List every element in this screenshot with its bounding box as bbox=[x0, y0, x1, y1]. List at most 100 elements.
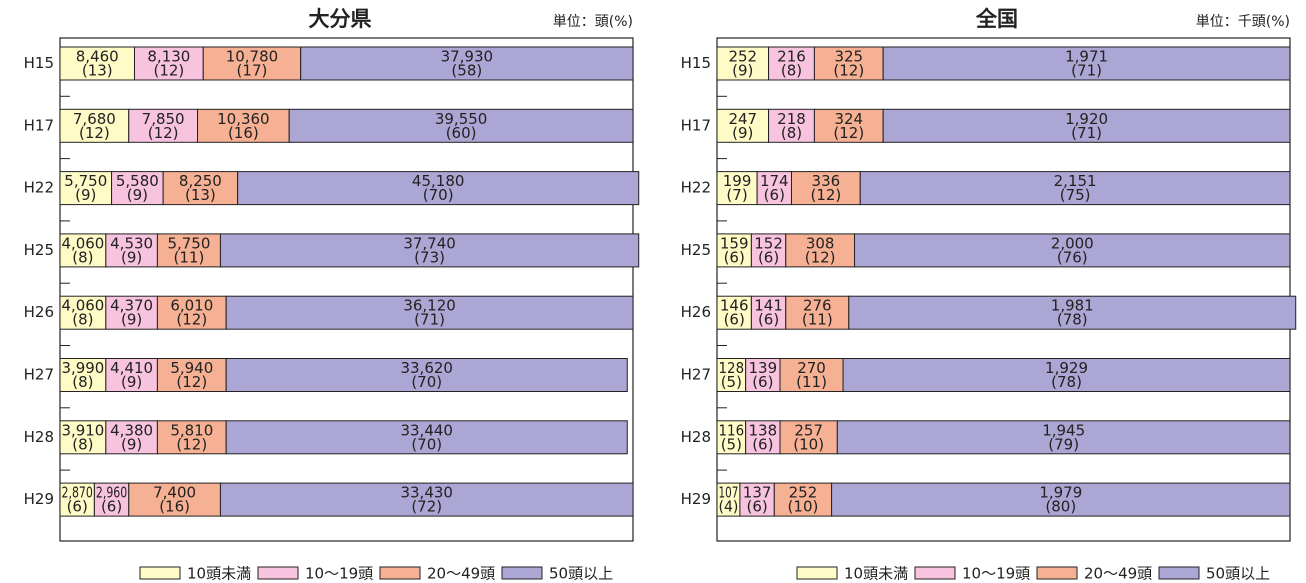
bar-segment bbox=[225, 295, 634, 330]
bar-segment bbox=[105, 420, 158, 455]
bar-segment bbox=[128, 108, 199, 143]
bar-segment bbox=[882, 108, 1291, 143]
count-label: 7,850 bbox=[142, 110, 185, 128]
count-label: 325 bbox=[834, 48, 863, 66]
percent-label: (6) bbox=[67, 498, 88, 516]
plot-frame bbox=[59, 37, 634, 542]
percent-label: (6) bbox=[764, 186, 785, 204]
bar-segment bbox=[197, 108, 290, 143]
count-label: 1,981 bbox=[1051, 297, 1094, 315]
count-label: 257 bbox=[794, 421, 823, 439]
bar-segment bbox=[750, 295, 787, 330]
bar-segment bbox=[854, 233, 1291, 268]
count-label: 8,130 bbox=[147, 48, 190, 66]
bar-segment bbox=[768, 108, 815, 143]
count-label: 159 bbox=[720, 234, 749, 252]
percent-label: (12) bbox=[176, 311, 207, 329]
count-label: 37,930 bbox=[441, 48, 494, 66]
percent-label: (12) bbox=[153, 62, 184, 80]
bar-segment bbox=[133, 46, 204, 81]
percent-label: (11) bbox=[174, 248, 205, 266]
count-label: 5,940 bbox=[170, 359, 213, 377]
legend-swatch bbox=[1158, 566, 1200, 580]
percent-label: (13) bbox=[185, 186, 216, 204]
percent-label: (10) bbox=[788, 498, 819, 516]
bar-segment bbox=[768, 46, 815, 81]
count-label: 1,971 bbox=[1065, 48, 1108, 66]
legend-label: 10〜19頭 bbox=[962, 565, 1030, 583]
count-label: 4,370 bbox=[110, 297, 153, 315]
bar-segment bbox=[716, 108, 770, 143]
bar-segment bbox=[785, 233, 856, 268]
count-label: 6,010 bbox=[170, 297, 213, 315]
count-label: 7,400 bbox=[153, 484, 196, 502]
plot-frame bbox=[716, 37, 1291, 542]
percent-label: (70) bbox=[411, 373, 442, 391]
bar-segment bbox=[739, 482, 775, 517]
legend-label: 10〜19頭 bbox=[305, 565, 373, 583]
category-label: H28 bbox=[24, 428, 54, 446]
count-label: 37,740 bbox=[403, 234, 456, 252]
bar-segment bbox=[219, 482, 634, 517]
category-label: H29 bbox=[681, 490, 711, 508]
count-label: 7,680 bbox=[73, 110, 116, 128]
category-label: H29 bbox=[24, 490, 54, 508]
legend-label: 10頭未満 bbox=[187, 565, 251, 583]
bar-segment bbox=[779, 420, 838, 455]
count-label: 146 bbox=[720, 297, 749, 315]
percent-label: (71) bbox=[414, 311, 445, 329]
count-label: 36,120 bbox=[403, 297, 456, 315]
count-label: 139 bbox=[749, 359, 778, 377]
category-label: H15 bbox=[24, 54, 54, 72]
legend-label: 20〜49頭 bbox=[1084, 565, 1152, 583]
bar-segment bbox=[288, 108, 634, 143]
count-label: 116 bbox=[719, 421, 745, 439]
count-label: 5,750 bbox=[167, 234, 210, 252]
bar-segment bbox=[156, 295, 227, 330]
bar-segment bbox=[156, 420, 227, 455]
bar-segment bbox=[750, 233, 787, 268]
percent-label: (8) bbox=[72, 373, 93, 391]
percent-label: (8) bbox=[72, 311, 93, 329]
bar-segment bbox=[156, 358, 227, 392]
percent-label: (70) bbox=[411, 435, 442, 453]
percent-label: (6) bbox=[752, 373, 773, 391]
legend-swatch bbox=[796, 566, 838, 580]
bar-segment bbox=[842, 358, 1291, 392]
count-label: 199 bbox=[723, 172, 752, 190]
category-label: H25 bbox=[24, 241, 54, 259]
count-label: 270 bbox=[797, 359, 826, 377]
percent-label: (4) bbox=[719, 498, 739, 516]
count-label: 5,810 bbox=[170, 421, 213, 439]
percent-label: (8) bbox=[72, 435, 93, 453]
count-label: 8,250 bbox=[179, 172, 222, 190]
percent-label: (6) bbox=[758, 248, 779, 266]
count-label: 10,780 bbox=[226, 48, 279, 66]
count-label: 33,430 bbox=[400, 484, 453, 502]
percent-label: (58) bbox=[451, 62, 482, 80]
bar-segment bbox=[59, 108, 130, 143]
count-label: 128 bbox=[719, 359, 745, 377]
bar-segment bbox=[813, 46, 884, 81]
count-label: 308 bbox=[806, 234, 835, 252]
percent-label: (9) bbox=[127, 186, 148, 204]
legend-swatch bbox=[1036, 566, 1078, 580]
count-label: 2,870 bbox=[62, 484, 93, 502]
count-label: 3,990 bbox=[62, 359, 105, 377]
count-label: 4,380 bbox=[110, 421, 153, 439]
percent-label: (8) bbox=[72, 248, 93, 266]
count-label: 2,151 bbox=[1054, 172, 1097, 190]
percent-label: (12) bbox=[833, 62, 864, 80]
count-label: 10,360 bbox=[217, 110, 270, 128]
percent-label: (9) bbox=[121, 435, 142, 453]
percent-label: (76) bbox=[1057, 248, 1088, 266]
bar-segment bbox=[716, 233, 752, 268]
count-label: 252 bbox=[789, 484, 818, 502]
percent-label: (78) bbox=[1051, 373, 1082, 391]
bar-segment bbox=[225, 358, 628, 392]
legend-label: 10頭未満 bbox=[844, 565, 908, 583]
percent-label: (6) bbox=[724, 248, 745, 266]
percent-label: (9) bbox=[732, 124, 753, 142]
count-label: 174 bbox=[760, 172, 789, 190]
